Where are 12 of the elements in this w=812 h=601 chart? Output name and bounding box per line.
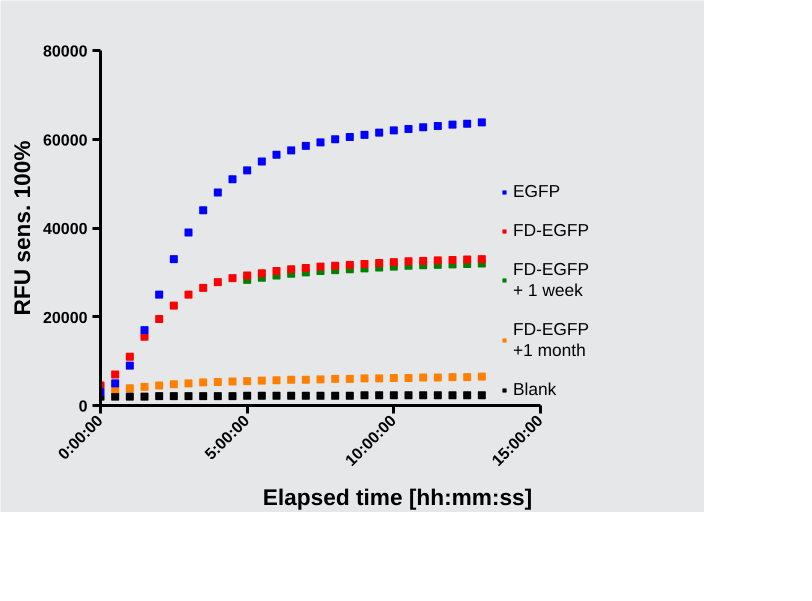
legend-label: FD-EGFP +1 month <box>513 319 590 361</box>
y-tick-label: 20000 <box>43 310 88 327</box>
legend-label: EGFP <box>513 181 560 202</box>
legend-label: Blank <box>513 379 556 400</box>
y-tick-label: 60000 <box>43 132 88 150</box>
y-tick-label: 40000 <box>43 221 88 238</box>
legend-label: FD-EGFP <box>513 220 590 241</box>
legend-label: FD-EGFP + 1 week <box>513 259 590 301</box>
x-axis-title: Elapsed time [hh:mm:ss] <box>262 484 532 510</box>
y-axis-title: RFU sens. 100% <box>9 140 36 316</box>
y-tick-label: 0 <box>78 398 88 416</box>
y-tick-label: 80000 <box>43 44 88 60</box>
